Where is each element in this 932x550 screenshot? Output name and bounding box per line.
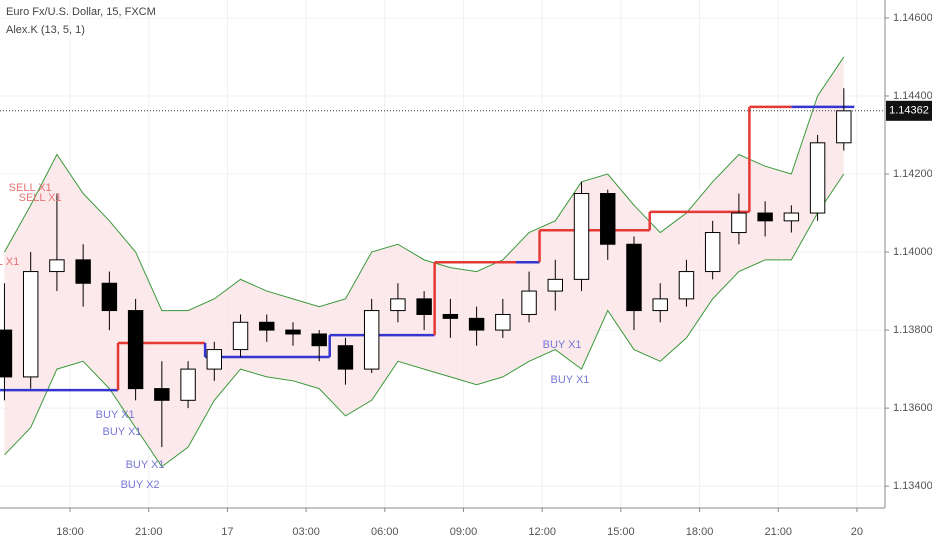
price-tag — [886, 100, 932, 121]
candle-body — [363, 310, 380, 370]
candle-body — [232, 321, 249, 351]
candle-body — [626, 243, 642, 312]
candle-body — [573, 193, 590, 280]
candle-body — [495, 313, 511, 331]
y-tick-label: 1.14400 — [893, 90, 932, 102]
candle-body — [154, 388, 170, 401]
candle-body — [259, 321, 275, 331]
signal-label: BUY X1 — [103, 426, 142, 438]
signal-label: BUY X1 — [551, 374, 590, 386]
candle-body — [757, 212, 773, 222]
x-tick-label: 12:00 — [528, 526, 556, 538]
candle-body — [337, 345, 354, 370]
candle-body — [285, 329, 301, 335]
lower-band — [4, 173, 845, 468]
x-tick-label: 17 — [221, 526, 233, 538]
candle-body — [101, 282, 118, 312]
x-tick-label: 06:00 — [371, 526, 399, 538]
x-tick-label: 09:00 — [450, 526, 478, 538]
y-tick-label: 1.13400 — [893, 480, 932, 492]
signal-label: BUY X1 — [543, 339, 582, 351]
x-tick-label: 20 — [851, 526, 863, 538]
y-tick-label: 1.13800 — [893, 324, 932, 336]
signal-label: SELL X1 — [19, 192, 62, 204]
candle-body — [809, 142, 826, 214]
candle-body — [390, 298, 406, 312]
candle-body — [206, 349, 223, 370]
x-tick-label: 18:00 — [56, 526, 84, 538]
x-tick-label: 15:00 — [607, 526, 635, 538]
signal-label: L X1 — [0, 256, 19, 268]
candle-body — [180, 368, 196, 401]
signal-label: SELL X1 — [9, 182, 52, 194]
candle-body — [49, 259, 65, 273]
signal-label: BUY X1 — [96, 409, 135, 421]
candle-body — [678, 271, 695, 300]
x-tick-label: 18:00 — [686, 526, 714, 538]
chart-title: Euro Fx/U.S. Dollar, 15, FXCM — [6, 6, 156, 18]
upper-band — [4, 56, 845, 312]
candle-body — [442, 313, 459, 319]
candle-body — [22, 271, 39, 378]
candle-body — [783, 212, 800, 222]
candle-body — [75, 259, 91, 284]
x-tick-label: 03:00 — [292, 526, 320, 538]
price-tag-label: 1.14362 — [889, 105, 929, 117]
x-tick-label: 21:00 — [764, 526, 792, 538]
y-tick-label: 1.14200 — [893, 168, 932, 180]
candle-body — [704, 232, 721, 273]
candle-body — [127, 310, 144, 390]
y-tick-label: 1.13600 — [893, 402, 932, 414]
y-tick-label: 1.14600 — [893, 12, 932, 24]
candle-body — [468, 317, 485, 331]
candle-body — [547, 278, 564, 292]
candle-body — [311, 333, 327, 347]
indicator-label: Alex.K (13, 5, 1) — [6, 24, 85, 36]
signal-label: BUY X1 — [126, 459, 165, 471]
candle-body — [652, 298, 668, 312]
x-tick-label: 21:00 — [135, 526, 163, 538]
candle-body — [836, 110, 852, 144]
candle-body — [600, 193, 616, 245]
candle-body — [416, 298, 432, 315]
candle-body — [731, 212, 747, 234]
signal-label: BUY X2 — [121, 479, 160, 491]
candle-body — [0, 329, 13, 378]
candle-body — [521, 290, 537, 315]
y-tick-label: 1.14000 — [893, 246, 932, 258]
